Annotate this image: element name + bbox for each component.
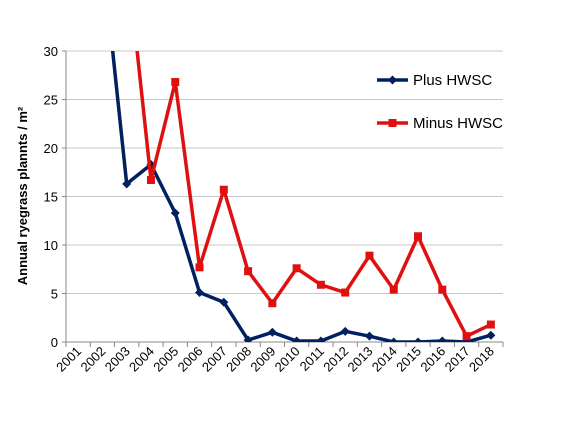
data-point xyxy=(316,280,325,289)
data-point xyxy=(170,208,180,218)
x-tick-label: 2004 xyxy=(126,344,157,375)
x-tick-label: 2010 xyxy=(272,344,303,375)
legend-label: Minus HWSC xyxy=(413,115,503,132)
y-tick-label: 5 xyxy=(51,287,58,302)
x-tick-label: 2005 xyxy=(150,344,181,375)
data-point xyxy=(171,78,180,87)
data-point xyxy=(413,337,423,342)
y-axis-label: Annual ryegrass plannts / m² xyxy=(15,106,30,285)
data-point xyxy=(292,336,302,342)
x-tick-label: 2007 xyxy=(199,344,230,375)
data-point xyxy=(486,320,495,329)
data-point xyxy=(195,263,204,272)
data-point xyxy=(389,285,398,294)
data-point xyxy=(268,299,277,308)
y-tick-labels: 0 5 10 15 20 25 30 xyxy=(44,44,58,350)
x-tick-label: 2013 xyxy=(345,344,376,375)
x-tick-labels: 2001200220032004200520062007200820092010… xyxy=(53,344,497,375)
data-point xyxy=(462,332,471,341)
y-tick-label: 10 xyxy=(44,238,58,253)
data-point xyxy=(340,326,350,336)
y-tick-label: 30 xyxy=(44,44,58,59)
data-point xyxy=(244,267,253,276)
data-point xyxy=(243,335,253,342)
data-point xyxy=(437,336,447,342)
legend: Plus HWSC Minus HWSC xyxy=(377,72,503,132)
x-tick-label: 2011 xyxy=(297,344,327,374)
data-point xyxy=(364,331,374,341)
y-tick-label: 0 xyxy=(51,335,58,350)
x-tick-label: 2012 xyxy=(320,344,351,375)
data-point xyxy=(292,264,301,273)
x-tick-label: 2006 xyxy=(175,344,206,375)
data-point xyxy=(219,297,229,307)
x-tick-label: 2015 xyxy=(393,344,424,375)
legend-marker xyxy=(388,119,397,127)
data-point xyxy=(316,336,326,342)
data-point xyxy=(122,179,132,189)
data-point xyxy=(365,251,374,260)
x-tick-label: 2009 xyxy=(247,344,278,375)
data-point xyxy=(195,288,205,298)
axes xyxy=(62,50,504,347)
series-group xyxy=(110,51,496,342)
x-tick-label: 2014 xyxy=(369,344,400,375)
x-tick-label: 2008 xyxy=(223,344,254,375)
y-tick-label: 15 xyxy=(44,190,58,205)
data-point xyxy=(267,327,277,337)
x-tick-label: 2002 xyxy=(77,344,108,375)
data-point xyxy=(486,330,496,340)
data-point xyxy=(341,288,350,297)
x-tick-label: 2016 xyxy=(417,344,448,375)
x-tick-label: 2017 xyxy=(442,344,473,375)
legend-marker xyxy=(388,75,397,85)
y-tick-label: 25 xyxy=(44,93,58,108)
series-line xyxy=(135,51,492,338)
data-point xyxy=(414,232,423,241)
data-point xyxy=(146,176,155,185)
data-point xyxy=(438,285,447,294)
y-tick-label: 20 xyxy=(44,141,58,156)
data-point xyxy=(219,185,228,194)
x-tick-label: 2018 xyxy=(466,344,497,375)
x-tick-label: 2003 xyxy=(102,344,133,375)
data-point xyxy=(389,337,399,342)
legend-label: Plus HWSC xyxy=(413,72,492,89)
